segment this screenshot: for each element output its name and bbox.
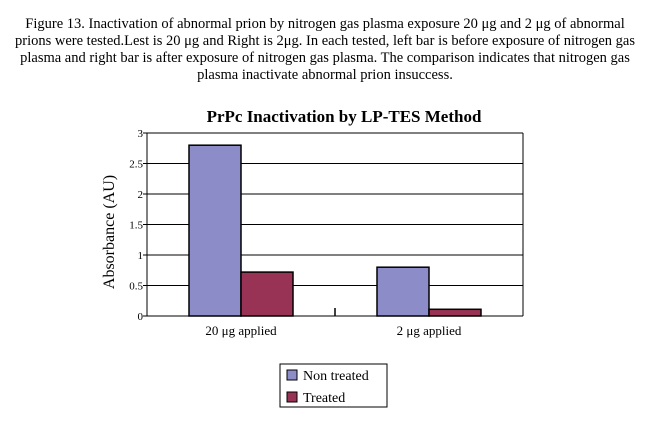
y-tick-label: 0 <box>138 311 144 323</box>
x-category-label: 2 μg applied <box>397 323 462 338</box>
y-tick-label: 1 <box>138 250 144 262</box>
x-category-label: 20 μg applied <box>205 323 277 338</box>
bar-treated-0 <box>240 271 294 317</box>
y-tick-label: 1.5 <box>129 220 143 232</box>
y-tick-label: 3 <box>138 128 144 140</box>
chart-title: PrPc Inactivation by LP-TES Method <box>207 107 482 126</box>
legend-box <box>279 363 388 408</box>
y-tick-label: 2.5 <box>129 159 143 171</box>
y-tick-label: 2 <box>138 189 144 201</box>
y-tick-label: 0.5 <box>129 281 143 293</box>
legend: Non treated Treated <box>279 363 388 408</box>
legend-swatch-non-treated <box>286 369 298 381</box>
y-axis-label: Absorbance (AU) <box>101 175 118 289</box>
bar-non-treated-0 <box>188 144 242 317</box>
bar-treated-1 <box>428 308 482 317</box>
legend-label-non-treated: Non treated <box>303 369 369 384</box>
bar-non-treated-1 <box>376 266 430 317</box>
figure-caption: Figure 13. Inactivation of abnormal prio… <box>15 16 635 83</box>
legend-swatch-treated <box>286 391 298 403</box>
plot-area: 0 0.5 1 1.5 2 2.5 3 20 μg applied 2 μg applied <box>129 128 524 338</box>
legend-label-treated: Treated <box>303 391 345 406</box>
